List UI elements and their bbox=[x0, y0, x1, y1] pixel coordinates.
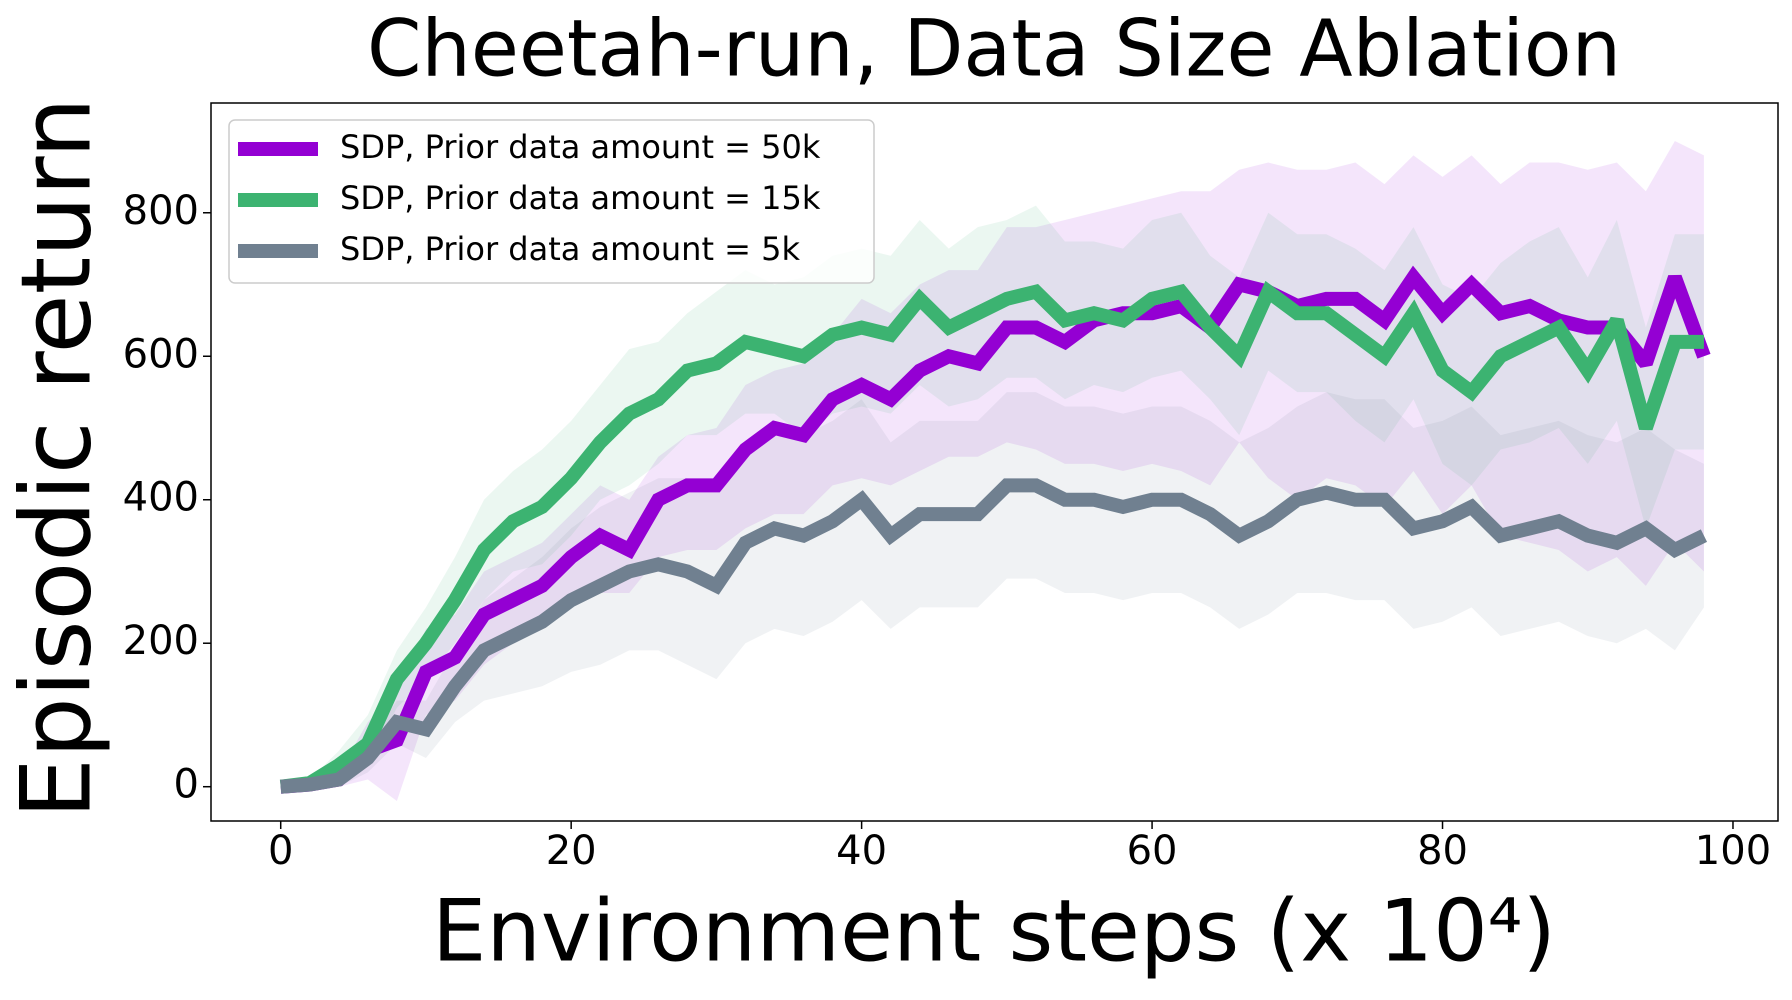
legend-box bbox=[228, 119, 875, 284]
y-tick-label: 400 bbox=[123, 475, 199, 521]
confidence-band bbox=[280, 205, 1704, 787]
x-tick-label: 20 bbox=[546, 828, 597, 874]
y-tick-label: 600 bbox=[123, 331, 199, 377]
x-axis-label: Environment steps (x 10⁴) bbox=[432, 881, 1556, 981]
legend-label: SDP, Prior data amount = 50k bbox=[340, 128, 821, 166]
x-tick-label: 40 bbox=[836, 828, 887, 874]
series-line bbox=[280, 478, 1708, 794]
x-tick-label: 0 bbox=[268, 828, 293, 874]
series-line bbox=[279, 280, 1704, 794]
legend-label: SDP, Prior data amount = 15k bbox=[340, 179, 821, 217]
plot-frame bbox=[210, 102, 1779, 822]
series-line bbox=[280, 265, 1711, 794]
confidence-band bbox=[280, 141, 1704, 802]
x-tick-label: 80 bbox=[1417, 828, 1468, 874]
plot-area bbox=[279, 141, 1711, 802]
y-tick-label: 0 bbox=[174, 762, 199, 808]
y-axis-label: Episodic return bbox=[0, 97, 112, 818]
legend: SDP, Prior data amount = 50k SDP, Prior d… bbox=[228, 119, 875, 284]
legend-label: SDP, Prior data amount = 5k bbox=[340, 230, 801, 268]
y-tick-label: 200 bbox=[123, 618, 199, 664]
chart-title: Cheetah-run, Data Size Ablation bbox=[367, 4, 1621, 94]
x-tick-label: 100 bbox=[1695, 828, 1771, 874]
x-tick-label: 60 bbox=[1127, 828, 1178, 874]
y-tick-label: 800 bbox=[123, 188, 199, 234]
